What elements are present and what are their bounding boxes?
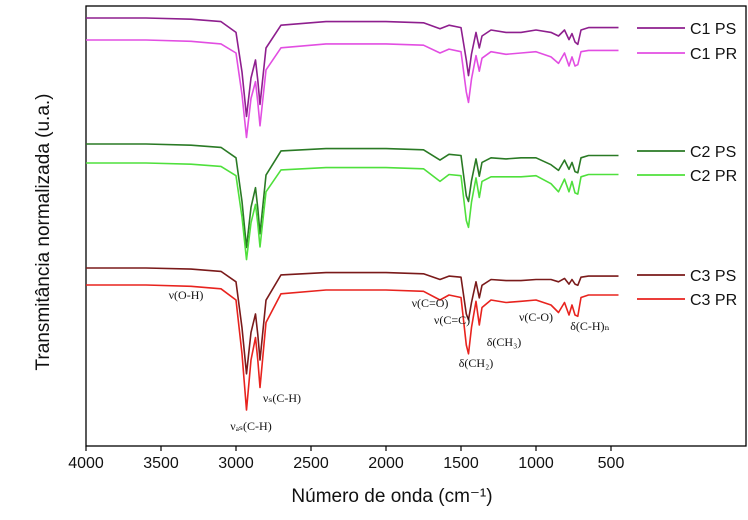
annotation-layer: ν(O-H) ν(C=O) ν(C=C) δ(CH₃) ν(C-O) δ(C-H)ₙ δ(C… bbox=[169, 288, 610, 433]
plot-frame bbox=[86, 6, 746, 446]
ticks-layer: 4000 3500 3000 2500 2000 1500 1000 500 bbox=[68, 446, 624, 472]
legend-label-c1-ps: C1 PS bbox=[690, 21, 736, 38]
series-line-c1-pr bbox=[86, 40, 619, 138]
x-tick-label-3000: 3000 bbox=[218, 455, 254, 472]
annotation-label: δ(CH₃) bbox=[487, 335, 522, 349]
x-tick-label-3500: 3500 bbox=[143, 455, 179, 472]
annotation-label: δ(C-H)ₙ bbox=[570, 319, 610, 333]
y-axis-title: Transmitância normalizada (u.a.) bbox=[33, 93, 54, 370]
x-tick-label-500: 500 bbox=[598, 455, 625, 472]
x-tick-label-4000: 4000 bbox=[68, 455, 104, 472]
x-tick-label-1000: 1000 bbox=[518, 455, 554, 472]
annotation-label: ν(O-H) bbox=[169, 288, 204, 302]
annotation-label: ν(C=C) bbox=[434, 313, 470, 327]
series-layer bbox=[86, 18, 619, 410]
x-tick-label-1500: 1500 bbox=[443, 455, 479, 472]
series-line-c2-pr bbox=[86, 163, 619, 260]
annotation-label: δ(CH₂) bbox=[459, 356, 494, 370]
x-axis-title: Número de onda (cm⁻¹) bbox=[291, 486, 492, 507]
legend-label-c1-pr: C1 PR bbox=[690, 46, 737, 63]
annotation-label: νₐₛ(C-H) bbox=[230, 419, 271, 433]
annotation-label: ν(C=O) bbox=[412, 296, 449, 310]
annotation-label: ν(C-O) bbox=[519, 310, 553, 324]
legend-label-c3-ps: C3 PS bbox=[690, 268, 736, 285]
legend-label-c3-pr: C3 PR bbox=[690, 292, 737, 309]
annotation-label: νₛ(C-H) bbox=[263, 391, 301, 405]
legend-label-c2-ps: C2 PS bbox=[690, 144, 736, 161]
series-line-c1-ps bbox=[86, 18, 619, 116]
series-line-c2-ps bbox=[86, 144, 619, 248]
legend-layer: C1 PS C1 PR C2 PS C2 PR C3 PS C3 PR bbox=[637, 21, 737, 309]
x-tick-label-2000: 2000 bbox=[368, 455, 404, 472]
legend-label-c2-pr: C2 PR bbox=[690, 168, 737, 185]
x-tick-label-2500: 2500 bbox=[293, 455, 329, 472]
series-line-c3-pr bbox=[86, 285, 619, 410]
